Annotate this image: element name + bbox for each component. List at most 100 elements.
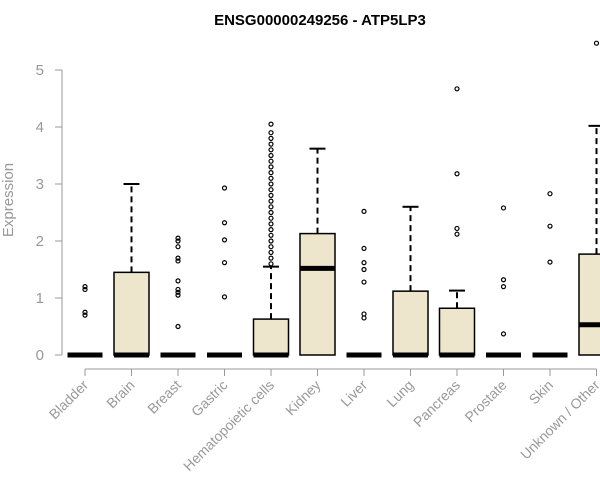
outlier-point — [268, 164, 274, 170]
outlier-point — [268, 261, 274, 267]
outlier-point — [547, 191, 553, 197]
box-gastric — [207, 185, 242, 358]
outlier-point — [268, 135, 274, 141]
x-tick-label: Pancreas — [410, 377, 463, 430]
outlier-point — [175, 278, 181, 284]
boxes-group — [67, 40, 600, 358]
outlier-point — [268, 187, 274, 193]
outlier-point — [175, 286, 181, 293]
outlier-point — [454, 171, 460, 177]
outlier-point — [454, 231, 460, 237]
outlier-point — [221, 220, 228, 226]
iqr-box — [113, 271, 150, 356]
y-tick-label: 4 — [36, 119, 44, 136]
x-tick-label: Bladder — [46, 377, 92, 423]
outlier-point — [175, 235, 181, 241]
outlier-point — [268, 181, 274, 187]
outlier-point — [221, 294, 228, 300]
outlier-point — [221, 185, 228, 191]
outlier-point — [268, 121, 274, 127]
outlier-point — [361, 279, 367, 285]
outlier-point — [175, 258, 181, 264]
y-tick-label: 5 — [36, 62, 44, 79]
box-brain — [113, 183, 150, 358]
iqr-box — [392, 290, 429, 356]
y-axis-label: Expression — [0, 163, 17, 237]
box-hematopoietic-cells — [252, 121, 290, 358]
outlier-point — [268, 244, 274, 250]
outlier-point — [268, 141, 274, 147]
iqr-box — [438, 307, 476, 356]
outlier-point — [82, 286, 88, 293]
outlier-point — [175, 289, 181, 295]
x-tick-label: Breast — [144, 377, 184, 417]
chart-title: ENSG00000249256 - ATP5LP3 — [214, 12, 426, 29]
outlier-point — [268, 249, 274, 255]
outlier-point — [268, 175, 274, 181]
outlier-point — [500, 284, 507, 290]
outlier-point — [268, 232, 274, 238]
outlier-point — [268, 238, 274, 244]
box-breast — [160, 235, 196, 358]
outlier-point — [175, 292, 181, 298]
box-liver — [346, 208, 382, 358]
outlier-point — [175, 255, 181, 261]
outlier-point — [268, 255, 274, 261]
x-tick-label: Hematopoietic cells — [180, 377, 277, 474]
outlier-point — [175, 244, 181, 250]
outlier-point — [268, 192, 274, 198]
outlier-point — [361, 208, 367, 214]
outlier-point — [500, 205, 507, 211]
box-bladder — [67, 284, 103, 358]
outlier-point — [268, 221, 274, 227]
outlier-point — [82, 284, 88, 290]
outlier-point — [268, 170, 274, 176]
outlier-point — [361, 311, 367, 317]
box-prostate — [486, 205, 521, 358]
outlier-point — [221, 237, 228, 243]
outlier-point — [547, 223, 553, 229]
outlier-point — [175, 323, 181, 330]
outlier-point — [500, 331, 507, 337]
box-lung — [392, 205, 429, 358]
x-tick-label: Kidney — [282, 377, 324, 419]
box-kidney — [299, 147, 336, 356]
iqr-box — [252, 318, 290, 356]
outlier-point — [547, 259, 553, 265]
box-skin — [532, 191, 568, 358]
x-tick-label: Prostate — [461, 377, 509, 425]
outlier-point — [268, 147, 274, 153]
outlier-point — [268, 198, 274, 204]
outlier-point — [268, 204, 274, 210]
box-unknown-other — [578, 40, 600, 356]
y-tick-label: 1 — [36, 290, 44, 307]
outlier-point — [268, 227, 274, 233]
outlier-point — [454, 225, 460, 232]
box-pancreas — [438, 86, 476, 358]
y-tick-label: 0 — [36, 347, 44, 364]
outlier-point — [268, 152, 274, 159]
outlier-point — [268, 209, 274, 216]
x-tick-label: Lung — [383, 377, 416, 410]
outlier-point — [268, 215, 274, 221]
outlier-point — [593, 40, 600, 46]
iqr-box — [578, 253, 600, 356]
outlier-point — [268, 130, 274, 136]
outlier-point — [361, 260, 367, 266]
x-tick-label: Liver — [337, 377, 370, 410]
outlier-point — [82, 312, 88, 318]
outlier-point — [221, 260, 228, 266]
x-tick-label: Brain — [103, 377, 137, 411]
outlier-point — [268, 158, 274, 164]
outlier-point — [82, 309, 88, 315]
outlier-point — [500, 277, 507, 283]
x-tick-label: Gastric — [188, 377, 231, 420]
x-tick-label: Skin — [526, 377, 557, 408]
y-axis: 0 1 2 3 4 5 — [36, 62, 63, 364]
outlier-point — [361, 245, 367, 252]
outlier-point — [361, 266, 367, 273]
y-tick-label: 2 — [36, 233, 44, 250]
outlier-point — [454, 86, 460, 92]
